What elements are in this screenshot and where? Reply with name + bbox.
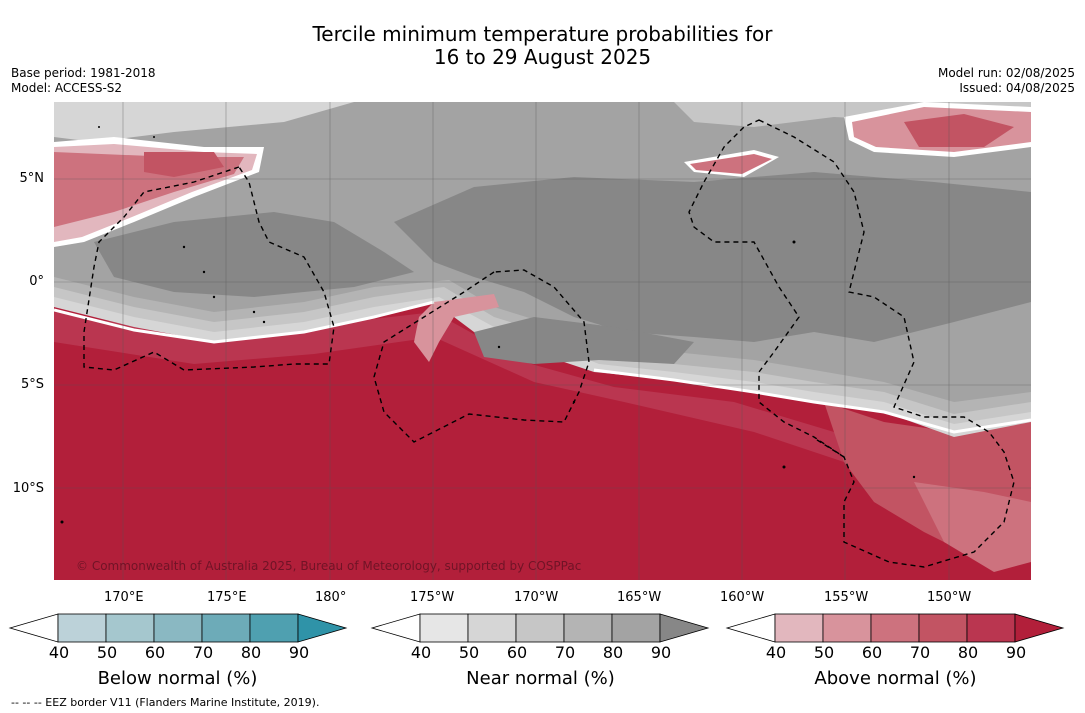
lon-label-160w: 160°W <box>720 590 765 605</box>
white-rim-east <box>593 368 1031 434</box>
lon-label-155w: 155°W <box>824 590 869 605</box>
above-normal-n-central <box>690 154 772 174</box>
colorbar-left-extend <box>370 613 421 643</box>
near-normal-label: Near normal (%) <box>466 668 615 689</box>
map-title-line2: 16 to 29 August 2025 <box>433 45 652 69</box>
above-tick-70: 70 <box>909 643 931 662</box>
lon-label-175e: 175°E <box>207 590 247 605</box>
lat-label-5s: 5°S <box>20 377 44 392</box>
near-normal-core-east <box>394 172 1031 342</box>
graticule <box>54 102 1031 580</box>
above-normal-tongue <box>414 294 499 362</box>
colorbar-segment <box>563 613 613 643</box>
below-tick-60: 60 <box>144 643 166 662</box>
white-rim-west <box>54 300 435 344</box>
model-name: Model: ACCESS-S2 <box>11 81 123 95</box>
copyright-text: © Commonwealth of Australia 2025, Bureau… <box>76 559 581 573</box>
model-run: Model run: 02/08/2025 <box>937 66 1075 80</box>
eez-footnote: -- -- -- EEZ border V11 (Flanders Marine… <box>11 696 320 709</box>
below-normal-label: Below normal (%) <box>97 668 258 689</box>
colorbar-segment <box>870 613 920 643</box>
above-tick-60: 60 <box>861 643 883 662</box>
lon-label-170e: 170°E <box>104 590 144 605</box>
near-normal-light-nw <box>54 102 354 142</box>
above-normal-deep <box>54 337 1031 580</box>
colorbar-left-extend <box>725 613 776 643</box>
below-tick-80: 80 <box>240 643 262 662</box>
lat-label-0: 0° <box>29 274 44 289</box>
colorbar-segment <box>201 613 251 643</box>
eez-borders <box>83 119 1015 568</box>
issued-date: Issued: 04/08/2025 <box>959 81 1075 95</box>
near-tick-90: 90 <box>650 643 672 662</box>
colorbar-segment <box>467 613 517 643</box>
below-tick-50: 50 <box>96 643 118 662</box>
colorbar-right-extend <box>297 613 348 643</box>
near-tick-40: 40 <box>410 643 432 662</box>
above-normal-ne-80 <box>904 114 1014 147</box>
below-tick-70: 70 <box>192 643 214 662</box>
colorbar-right-extend <box>659 613 710 643</box>
islands <box>60 126 916 524</box>
above-normal-nw-80 <box>144 152 224 177</box>
lon-label-180: 180° <box>315 590 347 605</box>
lon-label-175w: 175°W <box>410 590 455 605</box>
near-tick-80: 80 <box>602 643 624 662</box>
lon-label-165w: 165°W <box>617 590 662 605</box>
colorbar-near-normal <box>370 613 712 643</box>
map-canvas: © Commonwealth of Australia 2025, Bureau… <box>54 102 1031 580</box>
above-normal-label: Above normal (%) <box>814 668 977 689</box>
colorbar-below-normal <box>8 613 350 643</box>
lon-label-150w: 150°W <box>927 590 972 605</box>
lat-label-10s: 10°S <box>12 481 44 496</box>
above-tick-40: 40 <box>765 643 787 662</box>
above-normal-band-60-east <box>914 482 1031 572</box>
below-tick-40: 40 <box>48 643 70 662</box>
colorbar-segment <box>419 613 469 643</box>
colorbar-right-extend <box>1014 613 1065 643</box>
colorbar-above-normal <box>725 613 1067 643</box>
colorbar-segment <box>774 613 824 643</box>
above-tick-90: 90 <box>1005 643 1027 662</box>
near-normal-core-west <box>94 212 414 297</box>
probability-map: © Commonwealth of Australia 2025, Bureau… <box>54 102 1031 580</box>
colorbar-segment <box>966 613 1016 643</box>
lat-label-5n: 5°N <box>19 171 45 186</box>
colorbar-left-extend <box>8 613 59 643</box>
colorbar-segment <box>918 613 968 643</box>
colorbar-segment <box>611 613 661 643</box>
colorbar-segment <box>57 613 107 643</box>
above-tick-80: 80 <box>957 643 979 662</box>
colorbar-segment <box>105 613 155 643</box>
colorbar-segment <box>822 613 872 643</box>
map-title-line1: Tercile minimum temperature probabilitie… <box>312 22 773 46</box>
above-tick-50: 50 <box>813 643 835 662</box>
below-tick-90: 90 <box>288 643 310 662</box>
colorbar-segment <box>153 613 203 643</box>
near-tick-60: 60 <box>506 643 528 662</box>
base-period: Base period: 1981-2018 <box>11 66 156 80</box>
near-tick-50: 50 <box>458 643 480 662</box>
colorbar-segment <box>515 613 565 643</box>
near-tick-70: 70 <box>554 643 576 662</box>
lon-label-170w: 170°W <box>514 590 559 605</box>
colorbar-segment <box>249 613 299 643</box>
